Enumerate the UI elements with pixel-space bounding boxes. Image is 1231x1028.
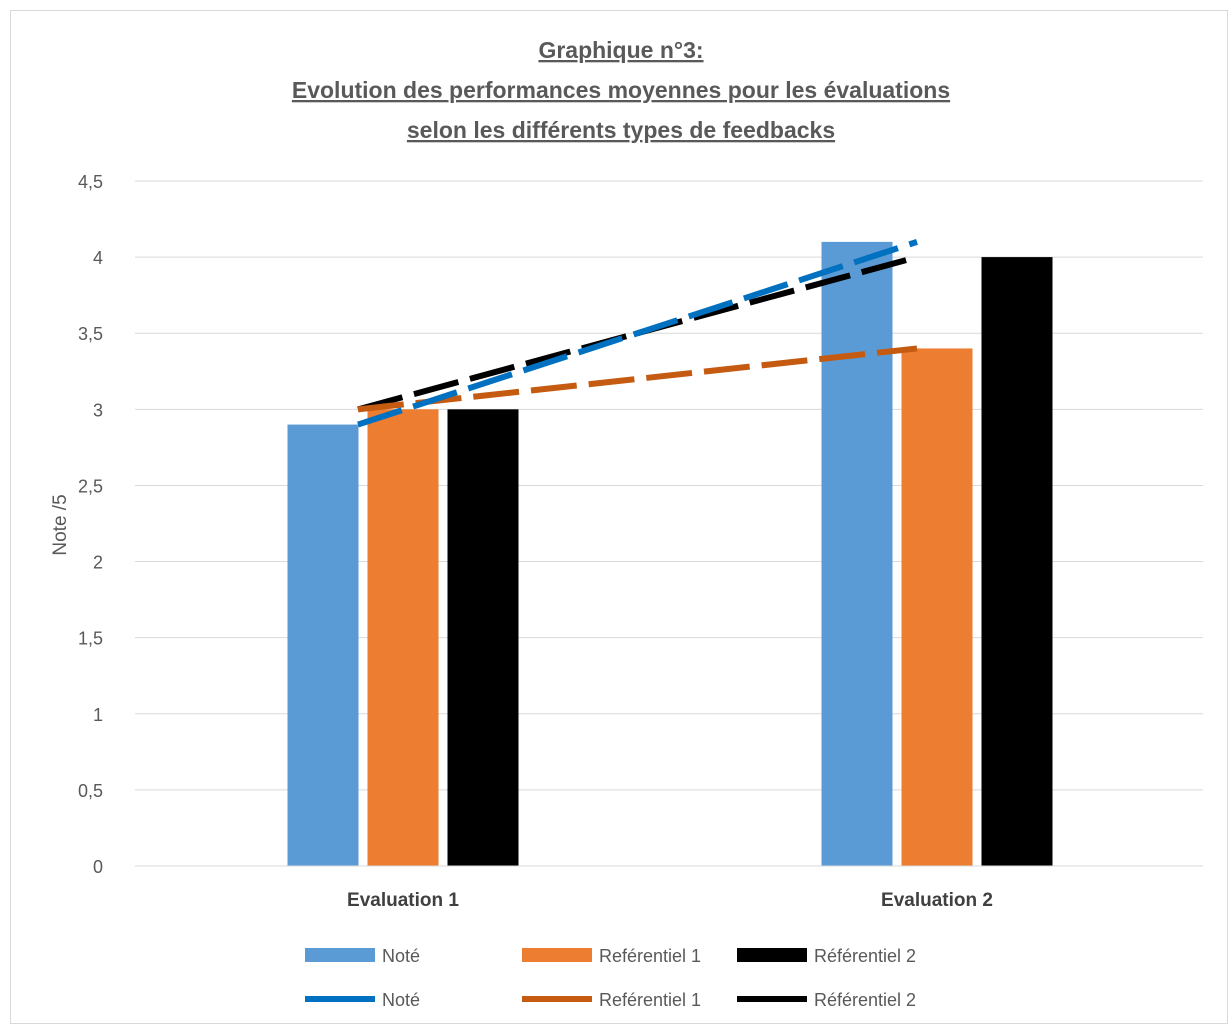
legend-swatch xyxy=(522,948,592,962)
chart-title-line-3: selon les différents types de feedbacks xyxy=(407,117,835,143)
y-tick-label: 4 xyxy=(93,248,103,268)
legend-label: Reférentiel 1 xyxy=(599,946,701,966)
bar xyxy=(287,424,359,866)
trendline xyxy=(357,345,918,413)
chart-title-line-1: Graphique n°3: xyxy=(538,37,703,63)
trendlines xyxy=(357,239,918,428)
y-tick-label: 2 xyxy=(93,553,103,573)
y-tick-label: 0 xyxy=(93,857,103,877)
chart-title-line-2: Evolution des performances moyennes pour… xyxy=(292,77,950,103)
y-tick-label: 3,5 xyxy=(78,324,103,344)
bar xyxy=(447,409,519,866)
y-tick-label: 1,5 xyxy=(78,629,103,649)
y-axis-label: Note /5 xyxy=(50,494,71,555)
legend-label: Référentiel 2 xyxy=(814,990,916,1010)
legend-label: Reférentiel 1 xyxy=(599,990,701,1010)
chart-title: Graphique n°3: Evolution des performance… xyxy=(292,37,950,143)
y-tick-label: 4,5 xyxy=(78,172,103,192)
trendline xyxy=(357,239,918,428)
bar xyxy=(367,409,439,866)
legend-label: Noté xyxy=(382,990,420,1010)
y-tick-label: 1 xyxy=(93,705,103,725)
legend-label: Noté xyxy=(382,946,420,966)
trendline xyxy=(357,254,918,413)
y-tick-label: 2,5 xyxy=(78,476,103,496)
legend: Noté Reférentiel 1 Référentiel 2 Noté Refére… xyxy=(305,946,916,1010)
bars xyxy=(135,241,1203,867)
bar xyxy=(901,348,973,866)
legend-swatch xyxy=(737,948,807,962)
y-tick-label: 0,5 xyxy=(78,781,103,801)
legend-swatch xyxy=(305,948,375,962)
bar xyxy=(821,241,893,866)
x-tick-label: Evaluation 1 xyxy=(347,890,459,911)
legend-label: Référentiel 2 xyxy=(814,946,916,966)
chart-frame xyxy=(10,10,1228,1024)
category-labels: Evaluation 1 Evaluation 2 xyxy=(347,890,993,911)
x-tick-label: Evaluation 2 xyxy=(881,890,993,911)
bar xyxy=(981,257,1053,867)
y-tick-label: 3 xyxy=(93,400,103,420)
